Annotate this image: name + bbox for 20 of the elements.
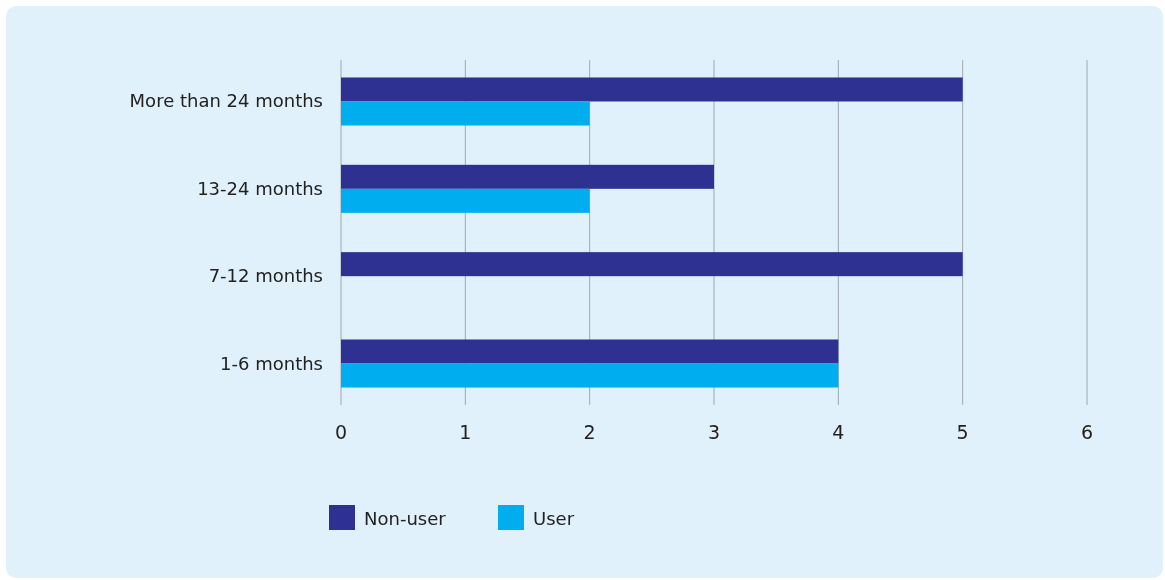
bar (341, 77, 963, 102)
x-tick-label: 2 (583, 421, 596, 443)
x-tick-label: 5 (956, 421, 969, 443)
x-tick-label: 6 (1080, 421, 1094, 443)
legend-label: User (533, 508, 575, 529)
y-tick-label: 1-6 months (220, 352, 323, 374)
bar (341, 339, 839, 364)
bar (341, 164, 714, 189)
x-tick-label: 1 (459, 421, 472, 443)
x-tick-label: 4 (832, 421, 845, 443)
bar (341, 363, 839, 388)
bar (341, 252, 963, 277)
x-tick-label: 3 (707, 421, 721, 443)
y-tick-label: 7-12 months (208, 265, 323, 287)
y-tick-label: More than 24 months (129, 90, 323, 112)
legend-label: Non-user (364, 508, 447, 529)
x-tick-label: 0 (334, 421, 348, 443)
bar (341, 188, 590, 213)
bar (341, 101, 590, 126)
y-tick-label: 13-24 months (197, 177, 323, 199)
